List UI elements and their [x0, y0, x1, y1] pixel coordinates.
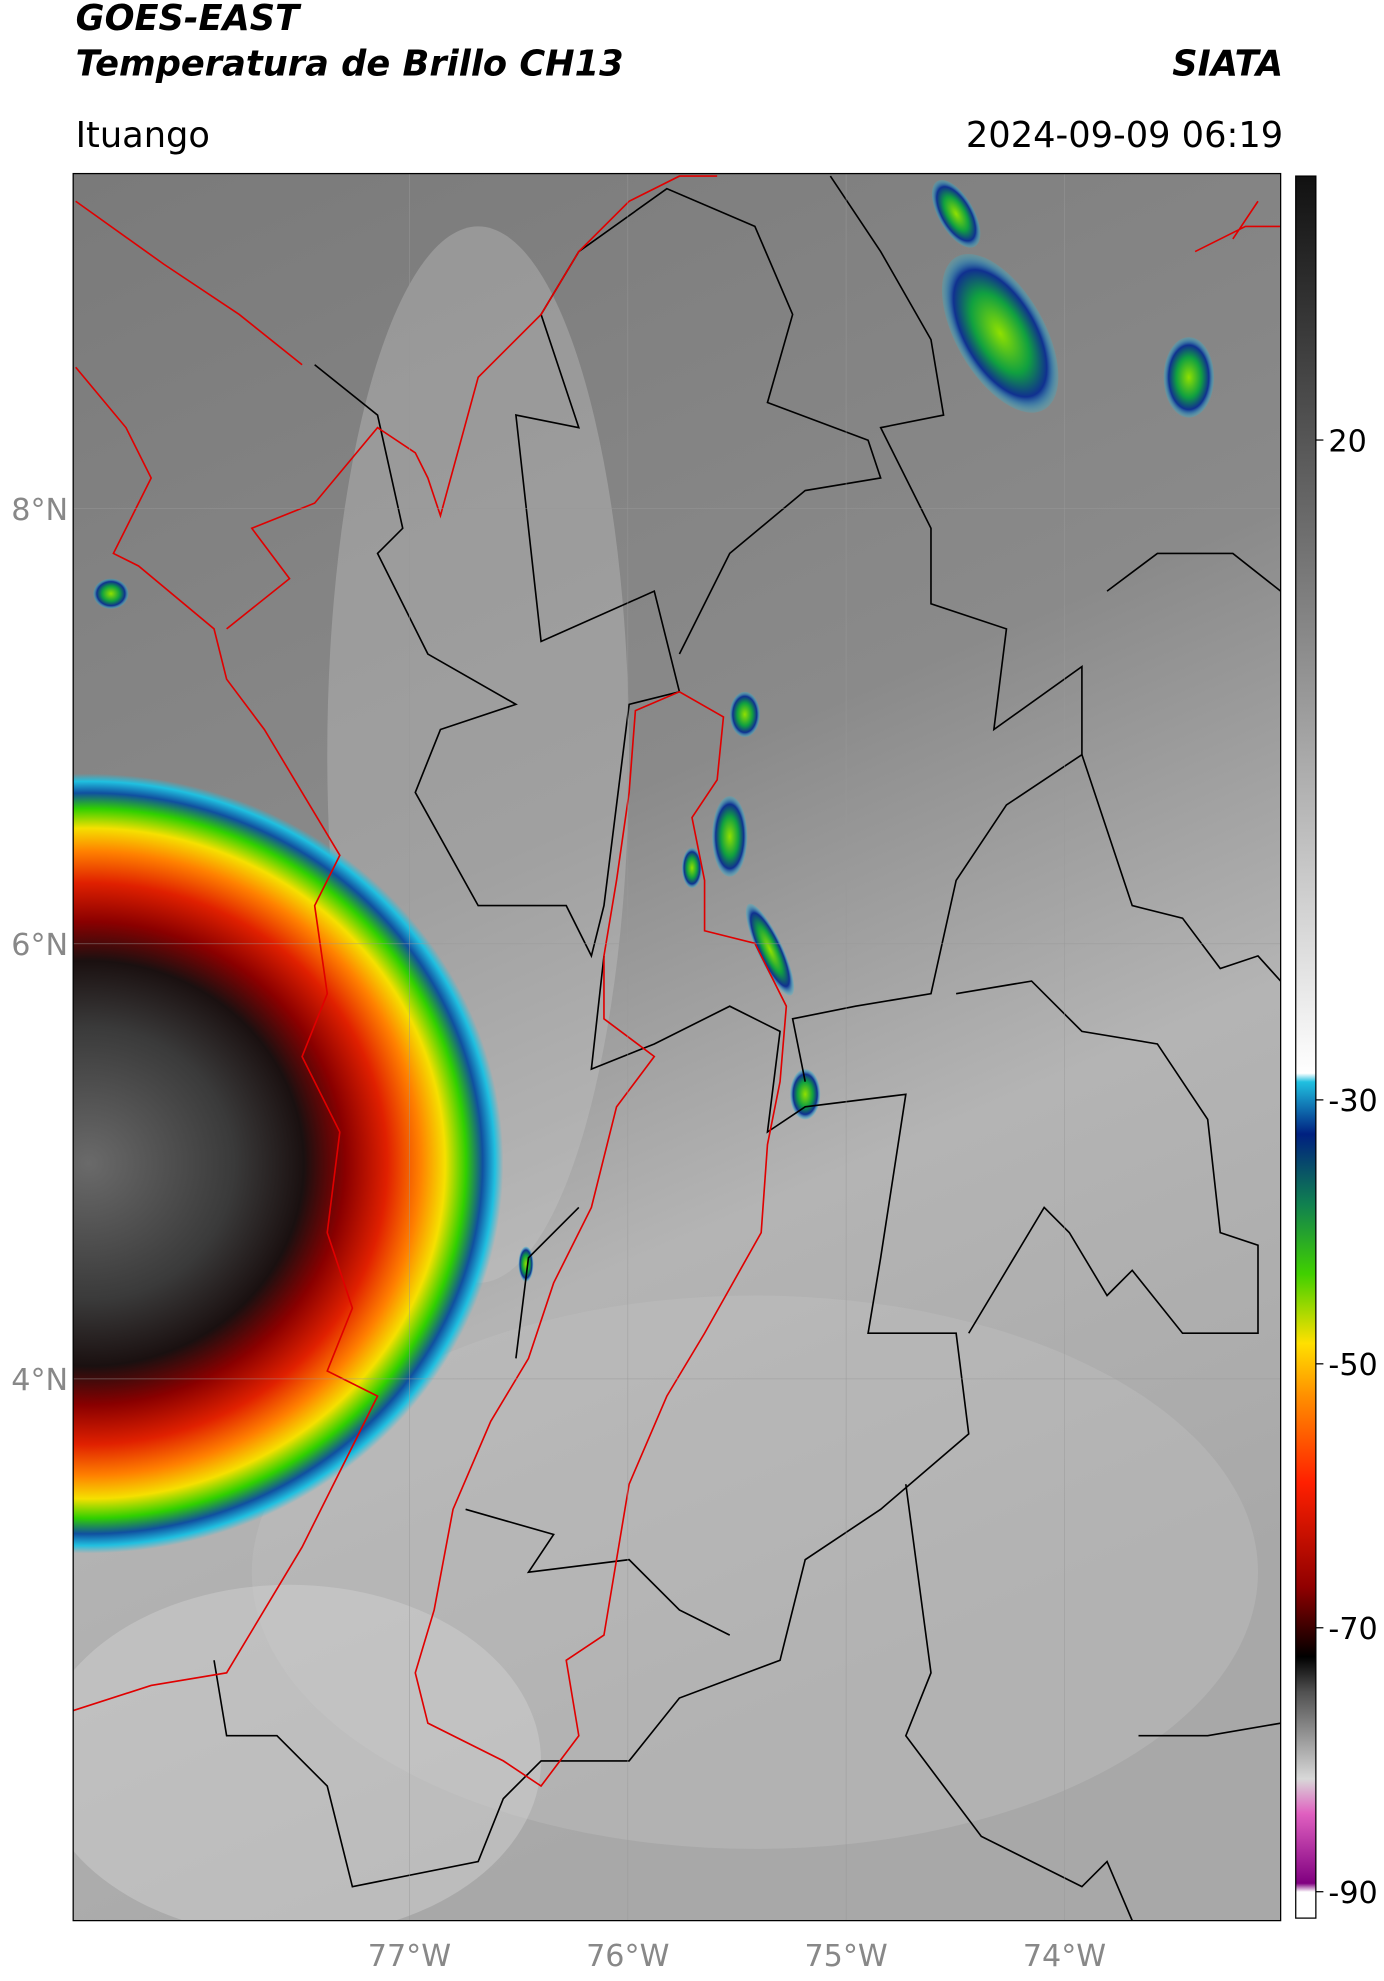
colorbar-tick-label: -30: [1328, 1084, 1377, 1119]
brand: SIATA: [1172, 43, 1283, 84]
datetime: 2024-09-09 06:19: [966, 115, 1283, 156]
lat-tick-label: 4°N: [11, 1363, 68, 1398]
colorbar-tick-label: -90: [1328, 1876, 1377, 1911]
satellite-image: [73, 173, 1281, 1921]
map-grid: [73, 173, 1281, 1921]
lon-tick-label: 77°W: [368, 1939, 451, 1974]
lon-tick-label: 75°W: [804, 1939, 887, 1974]
colorbar-tick-label: 20: [1328, 424, 1366, 459]
colorbar: [1295, 175, 1317, 1919]
location: Ituango: [76, 115, 210, 156]
subtitle: Temperatura de Brillo CH13: [76, 43, 624, 84]
header: GOES-EAST Temperatura de Brillo CH13 SIA…: [76, 0, 1283, 156]
colorbar-tick-label: -70: [1328, 1612, 1377, 1647]
map-frame: [72, 172, 1282, 1922]
lon-tick-label: 74°W: [1023, 1939, 1106, 1974]
lon-tick-label: 76°W: [586, 1939, 669, 1974]
ticks: 8°N 6°N 4°N 77°W 76°W 75°W 74°W 20 -30 -50 -70 -90: [11, 424, 1377, 1974]
lat-tick-label: 8°N: [11, 493, 68, 528]
lat-tick-label: 6°N: [11, 928, 68, 963]
colorbar-tick-label: -50: [1328, 1348, 1377, 1383]
title: GOES-EAST: [76, 0, 302, 39]
